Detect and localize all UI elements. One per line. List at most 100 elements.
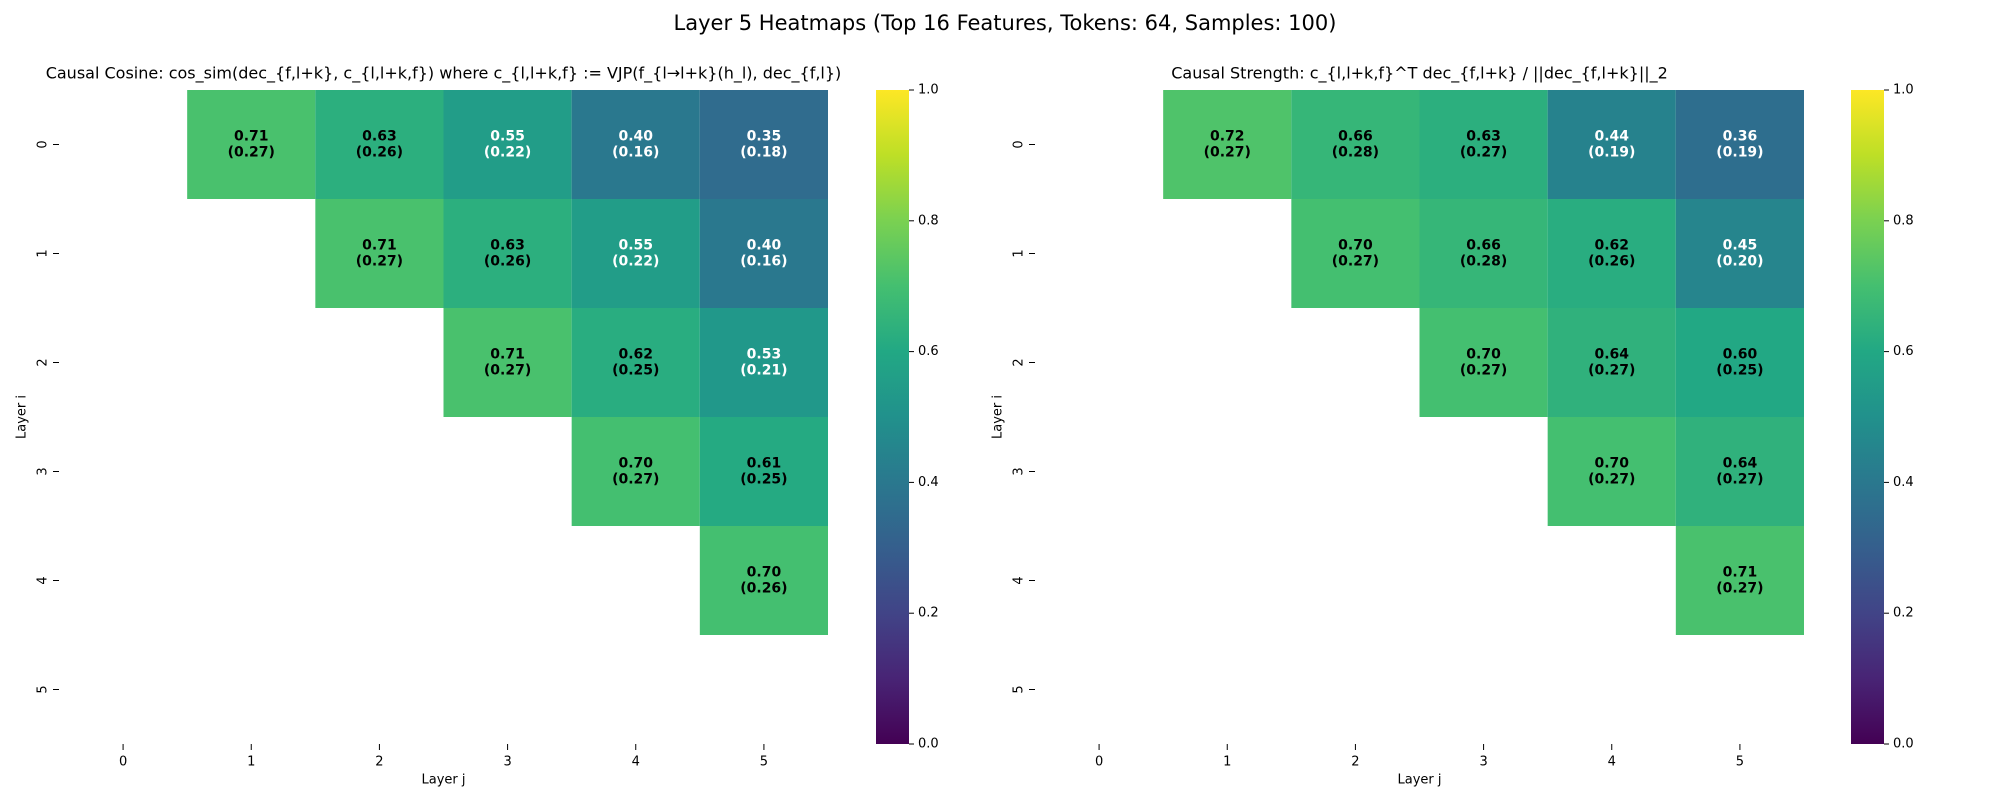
heatmap-cell — [699, 90, 828, 199]
heatmap-cell — [1675, 526, 1804, 635]
cell-error-label: (0.16) — [740, 254, 787, 270]
cell-value-label: 0.40 — [747, 238, 782, 254]
x-tick-label: 2 — [1351, 755, 1359, 770]
x-tick-label: 4 — [632, 755, 640, 770]
cell-value-label: 0.62 — [1594, 238, 1629, 254]
cell-error-label: (0.28) — [1332, 145, 1379, 161]
cell-value-label: 0.70 — [1338, 238, 1373, 254]
y-tick-label: 4 — [36, 576, 51, 584]
cell-value-label: 0.53 — [747, 347, 782, 363]
x-tick-label: 3 — [503, 755, 511, 770]
subplot-title: Causal Cosine: cos_sim(dec_{f,l+k}, c_{l… — [46, 64, 842, 84]
heatmap-cell — [1547, 199, 1676, 308]
cell-error-label: (0.27) — [1588, 363, 1635, 379]
heatmap-cell — [1291, 90, 1420, 199]
cell-value-label: 0.71 — [490, 347, 525, 363]
heatmap-cell — [571, 199, 700, 308]
heatmap-cell — [1163, 90, 1292, 199]
x-tick-label: 3 — [1479, 755, 1487, 770]
heatmap-cell — [699, 199, 828, 308]
cell-error-label: (0.27) — [1460, 363, 1507, 379]
cell-error-label: (0.26) — [1588, 254, 1635, 270]
subplot-title: Causal Strength: c_{l,l+k,f}^T dec_{f,l+… — [1171, 64, 1668, 84]
cell-value-label: 0.63 — [490, 238, 525, 254]
heatmap-cell — [187, 90, 316, 199]
cell-error-label: (0.27) — [1588, 472, 1635, 488]
cell-value-label: 0.35 — [747, 129, 782, 145]
colorbar-tick-label: 0.8 — [1893, 213, 1914, 228]
colorbar-tick-label: 1.0 — [1893, 83, 1914, 98]
x-tick-label: 5 — [760, 755, 768, 770]
cell-value-label: 0.55 — [618, 238, 653, 254]
colorbar — [876, 90, 909, 744]
y-tick-label: 5 — [1012, 685, 1027, 693]
heatmap-cell — [699, 526, 828, 635]
cell-error-label: (0.21) — [740, 363, 787, 379]
heatmap-cell — [1675, 199, 1804, 308]
cell-error-label: (0.27) — [1716, 472, 1763, 488]
cell-error-label: (0.26) — [356, 145, 403, 161]
colorbar-tick-label: 0.2 — [918, 606, 939, 621]
colorbar-tick-label: 0.4 — [918, 475, 939, 490]
y-tick-label: 0 — [36, 140, 51, 148]
x-tick-label: 5 — [1736, 755, 1744, 770]
y-tick-label: 5 — [36, 685, 51, 693]
cell-error-label: (0.19) — [1716, 145, 1763, 161]
heatmap-cell — [315, 199, 444, 308]
heatmap-cell — [1547, 417, 1676, 526]
cell-value-label: 0.60 — [1723, 347, 1758, 363]
cell-value-label: 0.70 — [1594, 456, 1629, 472]
x-tick-label: 0 — [119, 755, 127, 770]
cell-value-label: 0.44 — [1594, 129, 1629, 145]
heatmap-cell — [443, 199, 572, 308]
y-tick-label: 4 — [1012, 576, 1027, 584]
colorbar-tick-label: 0.0 — [1893, 737, 1914, 752]
x-tick-label: 4 — [1608, 755, 1616, 770]
cell-error-label: (0.22) — [612, 254, 659, 270]
cell-value-label: 0.66 — [1338, 129, 1373, 145]
cell-value-label: 0.72 — [1210, 129, 1245, 145]
cell-error-label: (0.25) — [740, 472, 787, 488]
cell-error-label: (0.27) — [1204, 145, 1251, 161]
cell-value-label: 0.70 — [618, 456, 653, 472]
colorbar-tick-label: 0.6 — [918, 344, 939, 359]
cell-error-label: (0.19) — [1588, 145, 1635, 161]
x-tick-label: 0 — [1095, 755, 1103, 770]
cell-error-label: (0.27) — [1460, 145, 1507, 161]
heatmap-cell — [1419, 308, 1548, 417]
cell-error-label: (0.26) — [484, 254, 531, 270]
heatmap-cell — [571, 417, 700, 526]
cell-value-label: 0.66 — [1466, 238, 1501, 254]
x-tick-label: 1 — [1223, 755, 1231, 770]
heatmap-cell — [1675, 417, 1804, 526]
cell-value-label: 0.40 — [618, 129, 653, 145]
cell-error-label: (0.16) — [612, 145, 659, 161]
cell-error-label: (0.27) — [612, 472, 659, 488]
cell-error-label: (0.27) — [356, 254, 403, 270]
cell-value-label: 0.70 — [1466, 347, 1501, 363]
heatmap-cell — [699, 417, 828, 526]
y-tick-label: 3 — [36, 467, 51, 475]
colorbar-tick-label: 0.0 — [918, 737, 939, 752]
heatmap-cell — [1419, 90, 1548, 199]
cell-value-label: 0.55 — [490, 129, 525, 145]
colorbar-tick-label: 0.8 — [918, 213, 939, 228]
cell-value-label: 0.70 — [747, 565, 782, 581]
y-tick-label: 1 — [36, 249, 51, 257]
heatmap-cell — [1547, 90, 1676, 199]
cell-error-label: (0.27) — [484, 363, 531, 379]
cell-error-label: (0.28) — [1460, 254, 1507, 270]
cell-value-label: 0.71 — [1723, 565, 1758, 581]
colorbar-tick-label: 0.6 — [1893, 344, 1914, 359]
cell-value-label: 0.62 — [618, 347, 653, 363]
cell-error-label: (0.25) — [1716, 363, 1763, 379]
colorbar — [1851, 90, 1884, 744]
heatmap-cell — [315, 90, 444, 199]
heatmap-cell — [571, 90, 700, 199]
y-tick-label: 2 — [36, 358, 51, 366]
figure-title: Layer 5 Heatmaps (Top 16 Features, Token… — [674, 11, 1337, 35]
colorbar-tick-label: 0.2 — [1893, 606, 1914, 621]
heatmap-cell — [571, 308, 700, 417]
cell-value-label: 0.45 — [1723, 238, 1758, 254]
